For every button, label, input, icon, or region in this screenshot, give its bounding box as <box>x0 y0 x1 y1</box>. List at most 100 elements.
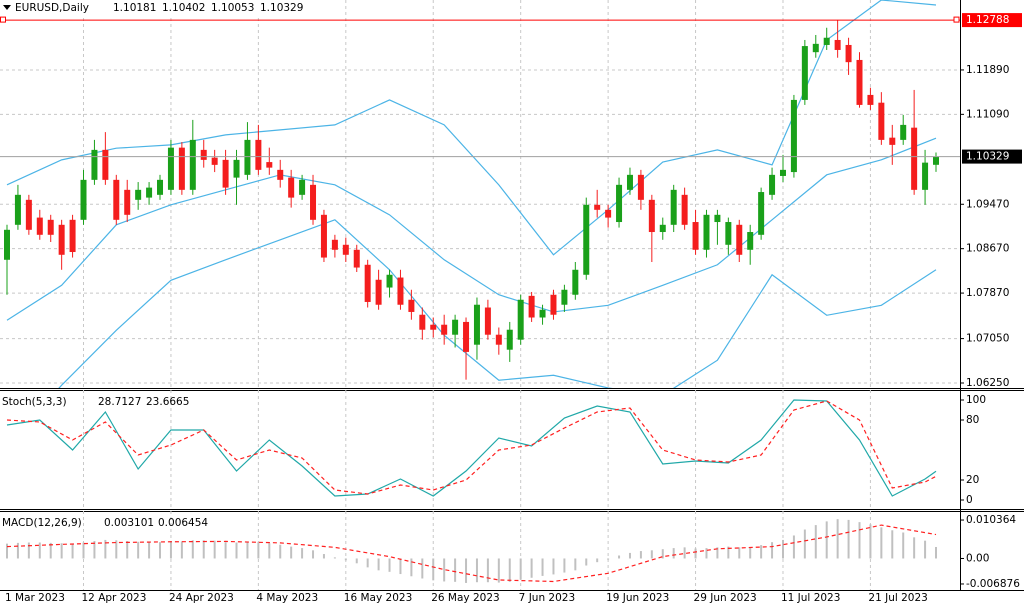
indicator-line <box>6 137 937 321</box>
candle-body <box>550 294 557 315</box>
macd-main-value: 0.003101 <box>104 517 154 529</box>
candle-body <box>135 189 142 200</box>
candle-body <box>725 222 732 245</box>
indicator-line <box>6 400 937 495</box>
candle-body <box>616 184 623 223</box>
candle-body <box>779 169 786 176</box>
last-price-box <box>962 149 1022 164</box>
collapse-icon[interactable] <box>3 5 11 10</box>
candle-body <box>911 127 918 190</box>
candle-body <box>69 219 76 253</box>
y-tick-label: 1.07050 <box>966 333 1009 345</box>
y-tick-label: 20 <box>966 474 979 486</box>
hline-handle <box>0 16 6 23</box>
candle-body <box>484 307 491 335</box>
candle-body <box>397 277 404 305</box>
candle-body <box>441 324 448 335</box>
x-tick-label: 12 Apr 2023 <box>82 592 147 604</box>
y-tick-label: 1.11890 <box>966 64 1009 76</box>
candle-body <box>681 194 688 225</box>
candle-body <box>14 194 21 225</box>
indicator-line <box>6 524 937 583</box>
stoch-main-value: 28.7127 <box>98 396 141 408</box>
y-tick-label: 100 <box>966 394 986 406</box>
candle-body <box>310 184 317 220</box>
header-background <box>0 0 310 15</box>
candle-body <box>463 321 470 352</box>
candle-body <box>58 224 65 255</box>
y-tick-label: 0.00 <box>966 552 989 564</box>
macd-title: MACD(12,26,9) <box>2 517 82 529</box>
candle-body <box>375 279 382 305</box>
candle-body <box>922 162 929 190</box>
candle-body <box>856 59 863 105</box>
pane <box>0 0 960 388</box>
candle-body <box>714 214 721 223</box>
candle-body <box>473 304 480 345</box>
candle-body <box>506 329 513 350</box>
candle-body <box>419 314 426 330</box>
last-price-label: 1.10329 <box>966 151 1009 163</box>
candle-body <box>528 295 535 318</box>
candle-body <box>692 222 699 250</box>
candle-body <box>408 299 415 312</box>
candle-body <box>867 94 874 105</box>
candle-body <box>189 139 196 190</box>
candle-body <box>900 124 907 140</box>
y-tick-label: 1.06250 <box>966 377 1009 389</box>
pane <box>6 519 937 583</box>
macd-signal-value: 0.006454 <box>158 517 208 529</box>
candle-body <box>703 214 710 250</box>
candle-body <box>583 204 590 275</box>
y-tick-label: 1.07870 <box>966 287 1009 299</box>
candle-body <box>452 319 459 335</box>
header-high: 1.10402 <box>162 2 205 14</box>
candle-body <box>222 159 229 188</box>
y-tick-label: 80 <box>966 414 979 426</box>
candle-body <box>801 46 808 100</box>
x-tick-label: 19 Jun 2023 <box>606 592 669 604</box>
candle-body <box>277 169 284 180</box>
candle-body <box>25 199 32 230</box>
candle-body <box>747 232 754 250</box>
candle-body <box>769 174 776 195</box>
candle-body <box>430 324 437 330</box>
candle-body <box>233 159 240 178</box>
candle-body <box>605 209 612 218</box>
candle-body <box>659 224 666 233</box>
candle-body <box>353 249 360 268</box>
candle-body <box>299 179 306 195</box>
y-tick-label: 0.010364 <box>966 514 1016 526</box>
candle-body <box>845 44 852 63</box>
candle-body <box>758 192 765 235</box>
candle-body <box>266 162 273 168</box>
candle-body <box>834 39 841 50</box>
candle-body <box>36 217 43 235</box>
candle-body <box>736 224 743 255</box>
y-tick-label: 1.08670 <box>966 243 1009 255</box>
hline-label: 1.12788 <box>966 14 1009 26</box>
indicator-line <box>6 0 937 256</box>
candle-body <box>878 102 885 140</box>
candle-body <box>255 139 262 170</box>
candle-body <box>102 149 109 180</box>
candle-body <box>790 99 797 173</box>
x-tick-label: 7 Jun 2023 <box>519 592 575 604</box>
pane <box>6 399 937 497</box>
x-tick-label: 1 Mar 2023 <box>5 592 65 604</box>
y-tick-label: 1.11090 <box>966 108 1009 120</box>
candle-body <box>572 269 579 295</box>
header-open: 1.10181 <box>113 2 156 14</box>
stoch-signal-value: 23.6665 <box>146 396 189 408</box>
candle-body <box>167 147 174 190</box>
candle-body <box>495 334 502 345</box>
candle-body <box>124 189 131 215</box>
candle-body <box>812 43 819 53</box>
x-tick-label: 16 May 2023 <box>344 592 412 604</box>
stoch-title: Stoch(5,3,3) <box>2 396 67 408</box>
y-tick-label: -0.006876 <box>966 578 1020 590</box>
candle-body <box>80 179 87 220</box>
candle-body <box>539 309 546 318</box>
candle-body <box>342 244 349 255</box>
candle-body <box>47 219 54 235</box>
